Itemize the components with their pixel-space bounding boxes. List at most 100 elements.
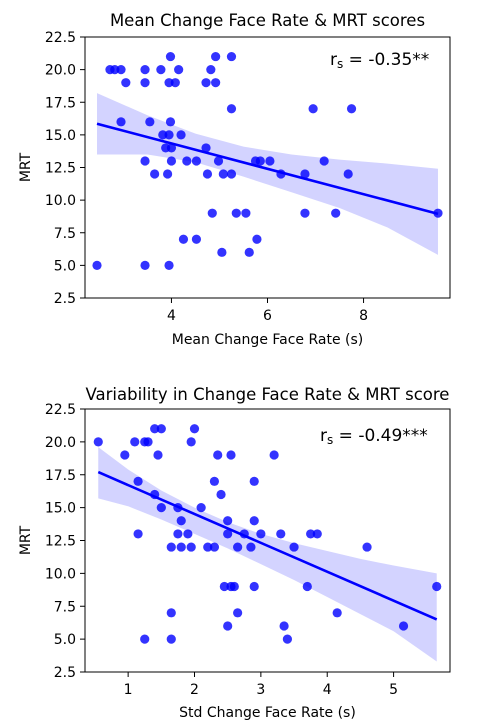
data-point xyxy=(176,130,186,140)
data-point xyxy=(186,542,196,552)
data-point xyxy=(166,542,176,552)
data-point xyxy=(256,529,266,539)
data-point xyxy=(213,156,224,166)
y-tick-label: 15.0 xyxy=(45,501,76,517)
data-point xyxy=(211,51,221,62)
data-point xyxy=(176,516,186,526)
y-axis-label: MRT xyxy=(18,525,34,555)
data-point xyxy=(244,247,254,257)
x-axis-label: Std Change Face Rate (s) xyxy=(179,705,356,721)
x-tick-label: 1 xyxy=(124,682,133,698)
data-point xyxy=(276,529,286,539)
chart-panel-mean: 2.5 5.0 7.5 10.0 12.5 15.0 17.5 20.0 22.5 4 6 8 Mean… xyxy=(0,0,480,360)
data-point xyxy=(346,104,357,114)
data-point xyxy=(183,529,193,539)
data-point xyxy=(201,78,211,88)
data-point xyxy=(319,156,329,166)
data-point xyxy=(223,621,233,631)
data-point xyxy=(209,476,220,486)
x-tick-label: 4 xyxy=(167,308,176,324)
data-point xyxy=(121,78,131,88)
data-point xyxy=(269,450,279,460)
y-tick-label: 7.5 xyxy=(54,599,76,615)
data-point xyxy=(201,143,211,153)
std-rate-scatter-chart: 2.5 5.0 7.5 10.0 12.5 15.0 17.5 20.0 22.5 1 2 3 4 5 Va… xyxy=(18,385,451,721)
chart-title: Variability in Change Face Rate & MRT sc… xyxy=(86,385,450,404)
annotation-value: = -0.49*** xyxy=(333,426,428,446)
y-tick-label: 12.5 xyxy=(45,534,76,550)
data-point xyxy=(226,104,237,114)
data-point xyxy=(164,130,174,140)
data-point xyxy=(140,78,150,88)
data-point xyxy=(174,65,184,75)
data-point xyxy=(218,169,228,179)
data-point xyxy=(145,117,155,127)
y-tick-label: 10.0 xyxy=(45,193,76,209)
data-point xyxy=(252,234,262,244)
data-point xyxy=(202,169,213,179)
data-point xyxy=(130,437,140,447)
data-point xyxy=(216,489,226,500)
x-tick-label: 2 xyxy=(190,682,199,698)
data-point xyxy=(178,234,189,244)
x-axis-label: Mean Change Face Rate (s) xyxy=(172,332,364,348)
data-point xyxy=(282,634,293,644)
data-point xyxy=(226,51,237,62)
data-point xyxy=(163,169,173,179)
data-point xyxy=(191,156,202,166)
data-point xyxy=(189,424,200,434)
data-point xyxy=(140,634,150,644)
correlation-annotation: rs = -0.49*** xyxy=(320,426,428,447)
data-point xyxy=(265,156,275,166)
data-point xyxy=(223,516,233,526)
data-point xyxy=(165,51,176,62)
data-point xyxy=(166,156,177,166)
data-point xyxy=(362,542,372,552)
data-point xyxy=(306,529,316,539)
data-point xyxy=(231,208,241,218)
y-tick-label: 22.5 xyxy=(45,402,76,418)
data-point xyxy=(196,503,206,513)
data-point xyxy=(143,437,153,447)
y-tick-label: 2.5 xyxy=(54,665,76,681)
data-point xyxy=(331,208,341,218)
data-point xyxy=(176,542,186,552)
data-point xyxy=(308,104,318,114)
data-point xyxy=(398,621,409,631)
data-point xyxy=(206,65,216,75)
data-point xyxy=(93,437,103,447)
y-tick-label: 17.5 xyxy=(45,468,76,484)
data-point xyxy=(166,143,177,153)
x-tick-label: 8 xyxy=(359,308,368,324)
data-point xyxy=(300,169,310,179)
data-point xyxy=(233,608,243,618)
data-point xyxy=(432,581,442,592)
data-point xyxy=(133,529,143,539)
y-tick-label: 5.0 xyxy=(54,632,76,648)
annotation-r: r xyxy=(320,426,327,446)
data-point xyxy=(300,208,310,218)
data-point xyxy=(153,450,163,460)
data-point xyxy=(120,450,130,460)
data-point xyxy=(343,169,353,179)
annotation-subscript: s xyxy=(337,57,343,71)
data-point xyxy=(92,260,102,270)
data-point xyxy=(249,476,259,486)
y-tick-label: 7.5 xyxy=(54,226,76,242)
data-point xyxy=(170,78,180,88)
data-point xyxy=(140,65,150,75)
data-point xyxy=(279,621,289,631)
data-point xyxy=(156,424,166,434)
regression-line xyxy=(97,470,438,621)
data-point xyxy=(213,450,223,460)
data-point xyxy=(150,424,160,434)
data-point xyxy=(191,234,202,244)
data-point xyxy=(233,542,243,552)
confidence-band xyxy=(97,93,438,255)
chart-title: Mean Change Face Rate & MRT scores xyxy=(110,11,425,30)
data-point xyxy=(246,542,256,552)
y-tick-label: 10.0 xyxy=(45,566,76,582)
data-point xyxy=(217,247,227,257)
y-tick-label: 20.0 xyxy=(45,435,76,451)
x-tick-label: 6 xyxy=(263,308,272,324)
